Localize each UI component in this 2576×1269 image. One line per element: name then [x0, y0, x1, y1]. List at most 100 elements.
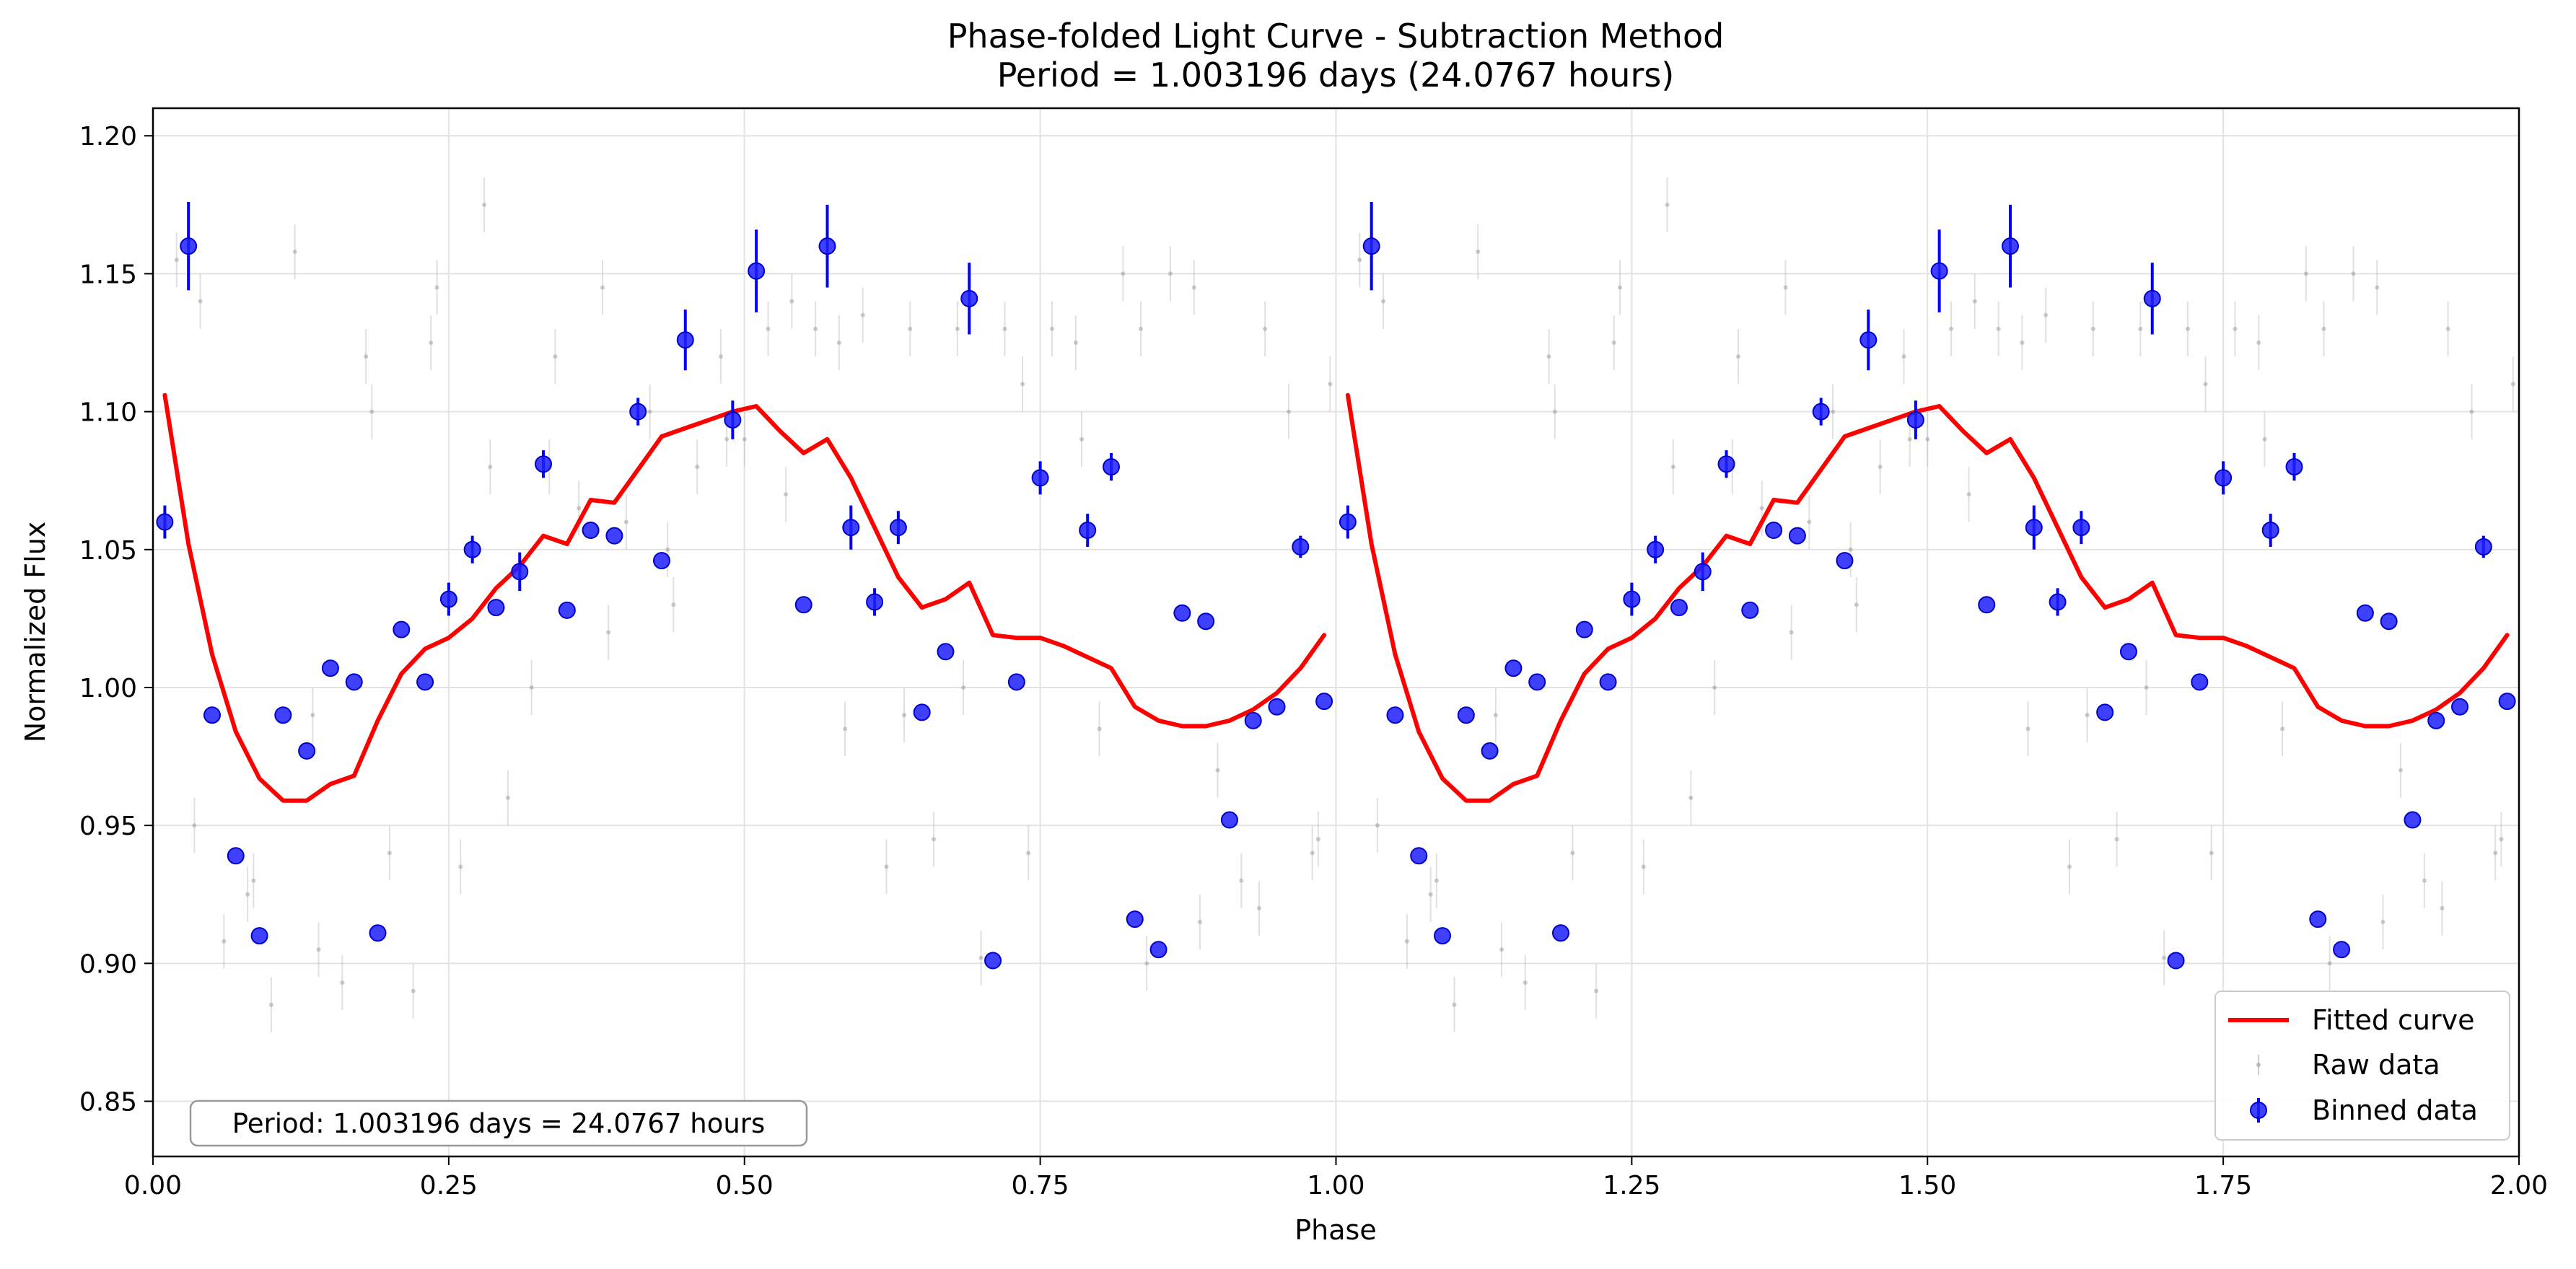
binned-point: [1504, 659, 1523, 677]
raw-point: [2280, 726, 2285, 732]
raw-point: [813, 326, 818, 331]
raw-point: [1789, 630, 1794, 635]
y-axis-ticks: 0.85 0.90 0.95 1.00 1.05 1.10 1.15 1.20: [79, 122, 153, 1117]
binned-point: [889, 519, 907, 537]
raw-point: [2233, 326, 2238, 331]
raw-point: [1310, 851, 1315, 856]
raw-point: [695, 465, 700, 470]
binned-point: [2380, 612, 2398, 631]
binned-point: [2214, 469, 2233, 487]
raw-point: [174, 258, 179, 263]
chart-title: Phase-folded Light Curve - Subtraction M…: [947, 17, 1725, 56]
raw-point: [2185, 326, 2190, 331]
raw-point: [1079, 436, 1085, 442]
raw-point: [2499, 837, 2504, 842]
binned-point: [1457, 706, 1475, 724]
raw-point: [1949, 326, 1954, 331]
binned-point: [1528, 673, 1546, 691]
binned-point: [1386, 706, 1404, 724]
binned-point: [1812, 403, 1830, 421]
raw-point: [2043, 312, 2049, 317]
binned-point: [2427, 711, 2445, 729]
binned-point: [1031, 469, 1049, 487]
raw-point: [1097, 726, 1102, 732]
binned-point: [629, 403, 647, 421]
binned-point: [2143, 289, 2161, 307]
raw-point: [2025, 726, 2030, 732]
raw-point: [902, 713, 907, 718]
raw-point: [2138, 326, 2143, 331]
raw-point: [458, 864, 463, 869]
raw-point: [1026, 851, 1031, 856]
raw-point: [429, 341, 434, 346]
raw-point: [2398, 768, 2404, 773]
raw-point: [2351, 271, 2356, 276]
raw-point: [434, 285, 439, 290]
fitted-curve-layer: [162, 392, 2510, 803]
x-tick-label: 1.50: [1898, 1171, 1956, 1200]
binned-point: [1670, 599, 1688, 617]
raw-point: [488, 465, 493, 470]
binned-point: [180, 237, 198, 255]
binned-point: [1079, 522, 1097, 540]
binned-point: [866, 593, 884, 611]
binned-point: [2498, 693, 2516, 711]
legend-entry-binned: Binned data: [2250, 1094, 2478, 1126]
raw-point: [789, 299, 794, 304]
binned-point: [1694, 563, 1712, 581]
raw-point: [2262, 436, 2267, 442]
raw-point: [1167, 271, 1173, 276]
raw-point: [1428, 892, 1433, 897]
raw-point: [1375, 823, 1380, 828]
legend-box: [2214, 991, 2510, 1141]
raw-point: [1783, 285, 1788, 290]
annotation-text: Period: 1.003196 days = 24.0767 hours: [232, 1108, 766, 1139]
legend-entry-raw: Raw data: [2256, 1049, 2440, 1081]
raw-point: [1404, 939, 1409, 944]
binned-point: [1481, 742, 1499, 760]
raw-point: [529, 685, 534, 690]
raw-point: [577, 506, 582, 511]
binned-point: [558, 601, 576, 619]
raw-point: [2144, 685, 2149, 690]
binned-point: [2167, 952, 2185, 970]
raw-point: [251, 878, 256, 883]
raw-point: [1688, 795, 1694, 800]
raw-point: [1641, 864, 1646, 869]
raw-point: [766, 326, 771, 331]
raw-point: [843, 726, 848, 732]
raw-point: [2445, 326, 2450, 331]
binned-point: [321, 659, 339, 677]
binned-point: [2072, 519, 2090, 537]
raw-point: [482, 202, 487, 207]
binned-point: [1173, 604, 1191, 622]
raw-point: [724, 436, 730, 442]
raw-point: [2114, 837, 2119, 842]
raw-point: [1121, 271, 1126, 276]
raw-point: [623, 519, 628, 524]
binned-point: [345, 673, 363, 691]
raw-point: [1848, 547, 1853, 552]
binned-point: [984, 952, 1002, 970]
raw-point: [245, 892, 250, 897]
binned-point: [2191, 673, 2209, 691]
raw-point: [665, 547, 670, 552]
raw-point: [1907, 436, 1912, 442]
binned-point: [1623, 590, 1641, 608]
binned-point: [203, 706, 221, 724]
raw-point: [860, 312, 865, 317]
raw-point: [1002, 326, 1007, 331]
binned-point: [1268, 698, 1286, 716]
raw-point: [268, 1002, 273, 1007]
raw-point: [1286, 409, 1291, 414]
raw-point: [192, 823, 197, 828]
binned-point: [1906, 411, 1924, 429]
binned-point: [511, 563, 529, 581]
raw-point: [1854, 602, 1859, 607]
raw-point: [2440, 905, 2445, 910]
raw-point: [2256, 341, 2261, 346]
binned-point: [818, 237, 836, 255]
legend-binned-marker: [2250, 1102, 2267, 1119]
raw-point: [1878, 465, 1883, 470]
raw-point: [364, 354, 369, 359]
